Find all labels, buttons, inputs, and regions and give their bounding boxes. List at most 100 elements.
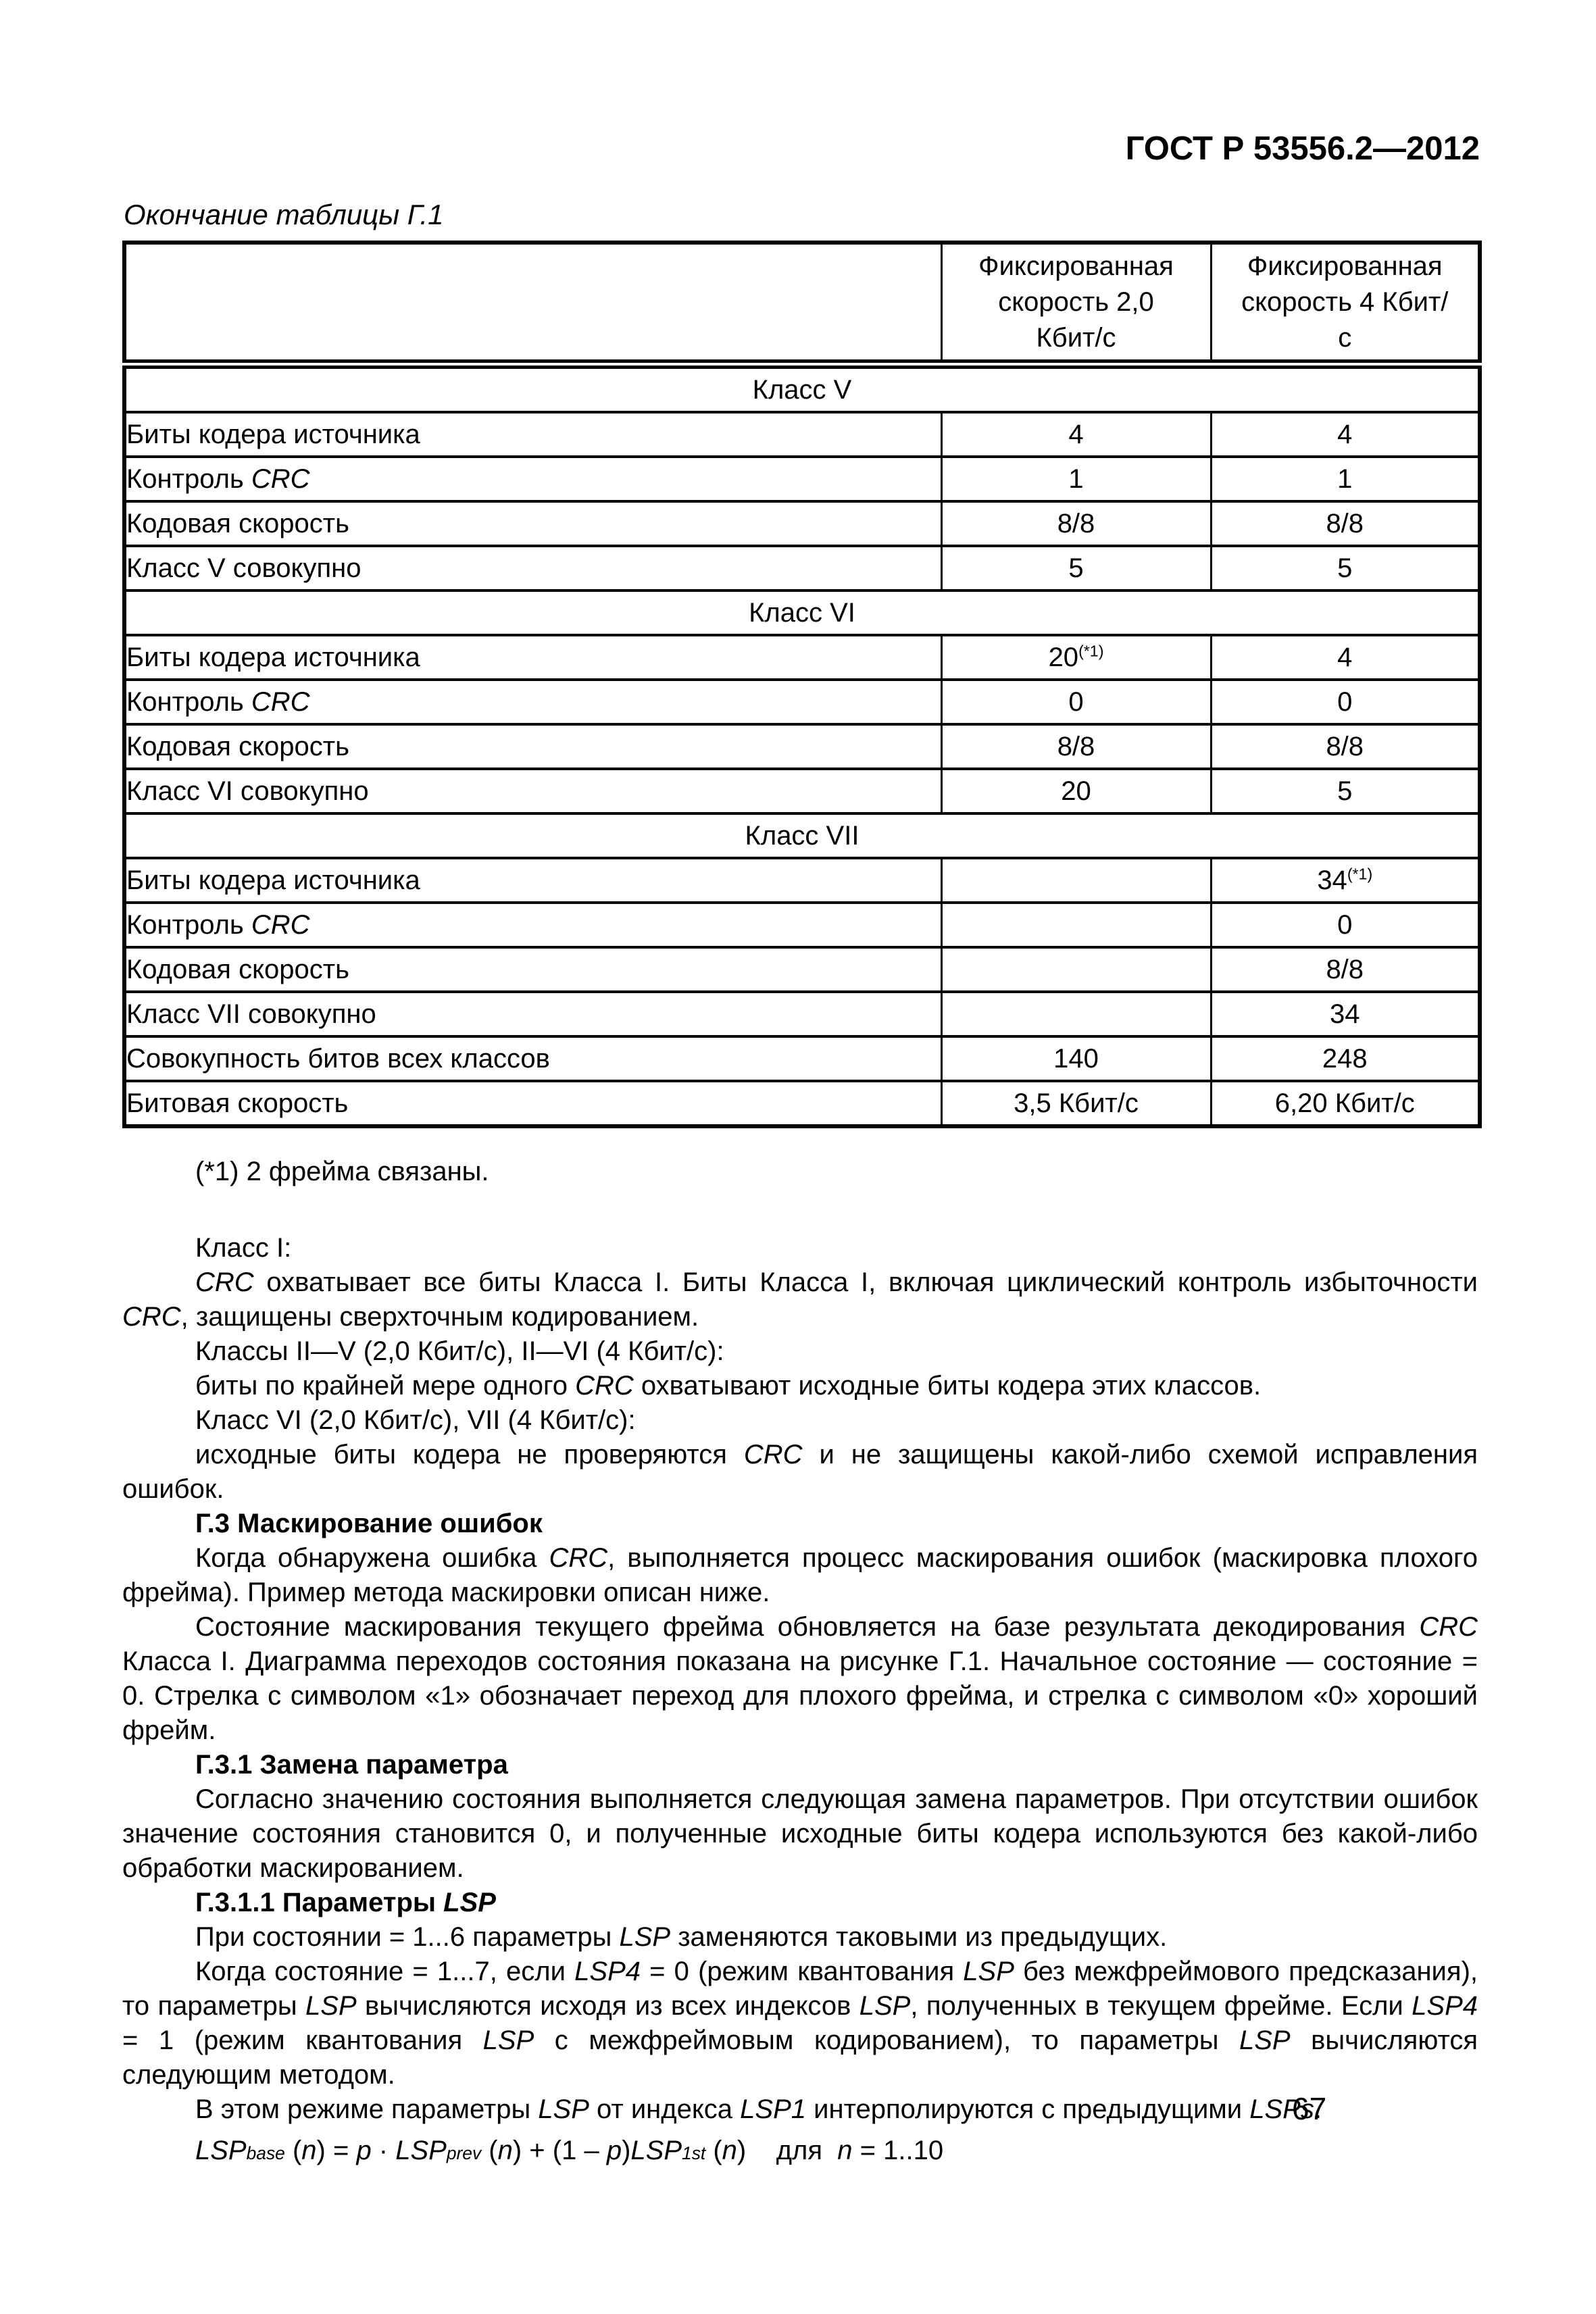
paragraph: CRC охватывает все биты Класса I. Биты К…: [122, 1265, 1478, 1334]
value-cell-2kbit: 8/8: [940, 500, 1212, 548]
table-g1: Фиксированная скорость 2,0 Кбит/с Фиксир…: [122, 241, 1482, 1129]
text-segment: = 1..10: [852, 2136, 944, 2165]
text-segment: LSP: [395, 2136, 447, 2165]
text-segment: Биты кодера источника: [126, 419, 420, 449]
text-segment: вычисляются исходя из всех индексов: [356, 1991, 859, 2021]
paragraph: При состоянии = 1...6 параметры LSP заме…: [122, 1920, 1478, 1955]
text-segment: без межфреймового предсказания), то пара…: [122, 1957, 1478, 2021]
text-segment: 4: [1068, 419, 1084, 449]
text-segment: 20: [1048, 642, 1079, 672]
document-code: ГОСТ Р 53556.2—2012: [1125, 130, 1480, 167]
text-segment: охватывает все биты Класса I. Биты Класс…: [253, 1267, 1478, 1297]
value-cell-4kbit: 34(*1): [1210, 857, 1481, 905]
text-segment: (*1): [1347, 865, 1373, 883]
paragraph: В этом режиме параметры LSP от индекса L…: [122, 2092, 1478, 2127]
row-label-cell: Класс VII совокупно: [123, 990, 943, 1038]
table-row: Биты кодера источника 20(*1) 4: [123, 634, 1481, 682]
text-segment: CRC: [122, 1302, 181, 1332]
text-segment: LSP: [963, 1957, 1014, 1986]
text-segment: n: [301, 2136, 317, 2165]
text-segment: n: [837, 2136, 853, 2165]
value-cell-4kbit: 1: [1210, 455, 1481, 503]
text-segment: (: [481, 2136, 498, 2165]
table-section-row: Класс VI: [123, 589, 1481, 637]
header-col-fixed-4kbit: Фиксированная скорость 4 Кбит/с: [1210, 241, 1481, 370]
paragraph: биты по крайней мере одного CRC охватыва…: [122, 1369, 1478, 1403]
text-segment: .: [1314, 2094, 1322, 2124]
text-segment: LSP: [859, 1991, 911, 2021]
text-segment: 4: [1337, 419, 1353, 449]
text-segment: 34: [1317, 865, 1347, 895]
table-row: Биты кодера источника 4 4: [123, 411, 1481, 459]
text-segment: Совокупность битов всех классов: [126, 1043, 550, 1074]
text-segment: Биты кодера источника: [126, 642, 420, 672]
row-label-cell: Биты кодера источника: [123, 634, 943, 682]
paragraph: Когда обнаружена ошибка CRC, выполняется…: [122, 1541, 1478, 1610]
paragraph: Согласно значению состояния выполняется …: [122, 1782, 1478, 1886]
text-segment: , выполняется процесс маскирования ошибо…: [122, 1543, 1478, 1607]
text-segment: 8/8: [1057, 731, 1095, 761]
value-cell-2kbit: 3,5 Кбит/с: [940, 1080, 1212, 1128]
text-segment: Битовая скорость: [126, 1088, 349, 1118]
text-segment: LSPs: [1249, 2094, 1314, 2124]
value-cell-4kbit: 8/8: [1210, 500, 1481, 548]
text-segment: p: [606, 2136, 622, 2165]
section-heading: Г.3.1.1 Параметры LSP: [122, 1886, 1478, 1920]
text-segment: CRC: [549, 1543, 608, 1573]
text-segment: 1st: [682, 2143, 706, 2163]
text-segment: LSP: [482, 2026, 534, 2055]
value-cell-4kbit: 0: [1210, 901, 1481, 949]
section-label: Класс V: [123, 363, 1481, 414]
text-segment: 0: [1068, 686, 1084, 717]
text-segment: и не защищены какой-либо схемой исправле…: [122, 1440, 1478, 1504]
section-label: Класс VII: [123, 812, 1481, 860]
text-segment: 5: [1068, 553, 1084, 583]
text-segment: LSP: [195, 2136, 247, 2165]
text-segment: Класс V: [752, 374, 852, 405]
text-segment: 0: [1337, 909, 1353, 940]
text-segment: 8/8: [1057, 508, 1095, 538]
value-cell-4kbit: 0: [1210, 678, 1481, 726]
table-row: Кодовая скорость 8/8: [123, 946, 1481, 994]
text-segment: LSP1: [740, 2094, 807, 2124]
formula-line: LSPbase (n) = p · LSPprev (n) + (1 – p)L…: [122, 2134, 1478, 2168]
text-segment: Г.3 Маскирование ошибок: [195, 1509, 543, 1538]
value-cell-2kbit: 5: [940, 545, 1212, 593]
page-number: 67: [1292, 2091, 1327, 2126]
text-segment: Согласно значению состояния выполняется …: [122, 1784, 1478, 1883]
text-segment: заменяются таковыми из предыдущих.: [670, 1922, 1168, 1952]
section-label: Класс VI: [123, 589, 1481, 637]
table-row: Кодовая скорость 8/8 8/8: [123, 500, 1481, 548]
text-segment: 3,5 Кбит/с: [1014, 1088, 1139, 1118]
table-body: Класс V Биты кодера источника 4 4 Контроль C…: [123, 363, 1481, 1128]
text-segment: Когда обнаружена ошибка: [195, 1543, 549, 1573]
value-cell-4kbit: 4: [1210, 411, 1481, 459]
value-cell-4kbit: 248: [1210, 1035, 1481, 1083]
text-segment: Класс VI совокупно: [126, 776, 369, 806]
text-segment: охватывают исходные биты кодера этих кла…: [633, 1371, 1262, 1401]
value-cell-2kbit: [940, 990, 1212, 1038]
text-segment: Г.3.1 Замена параметра: [195, 1750, 508, 1780]
value-cell-2kbit: [940, 946, 1212, 994]
text-segment: n: [722, 2136, 737, 2165]
row-label-cell: Кодовая скорость: [123, 946, 943, 994]
text-segment: 8/8: [1326, 508, 1364, 538]
text-segment: интерполируются с предыдущими: [806, 2094, 1250, 2124]
value-cell-2kbit: 140: [940, 1035, 1212, 1083]
text-segment: биты по крайней мере одного: [195, 1371, 576, 1401]
value-cell-2kbit: 4: [940, 411, 1212, 459]
text-segment: с межфреймовым кодированием), то парамет…: [534, 2026, 1239, 2055]
row-label-cell: Контроль CRC: [123, 901, 943, 949]
row-label-cell: Биты кодера источника: [123, 411, 943, 459]
text-segment: base: [246, 2143, 285, 2163]
table-row: Класс VII совокупно 34: [123, 990, 1481, 1038]
value-cell-2kbit: [940, 857, 1212, 905]
text-segment: CRC: [575, 1371, 634, 1401]
text-segment: 0: [1337, 686, 1353, 717]
text-segment: LSP4: [1412, 1991, 1478, 2021]
value-cell-4kbit: 6,20 Кбит/с: [1210, 1080, 1481, 1128]
row-label-cell: Кодовая скорость: [123, 500, 943, 548]
row-label-cell: Класс VI совокупно: [123, 768, 943, 815]
row-label-cell: Биты кодера источника: [123, 857, 943, 905]
text-segment: LSP: [630, 2136, 682, 2165]
